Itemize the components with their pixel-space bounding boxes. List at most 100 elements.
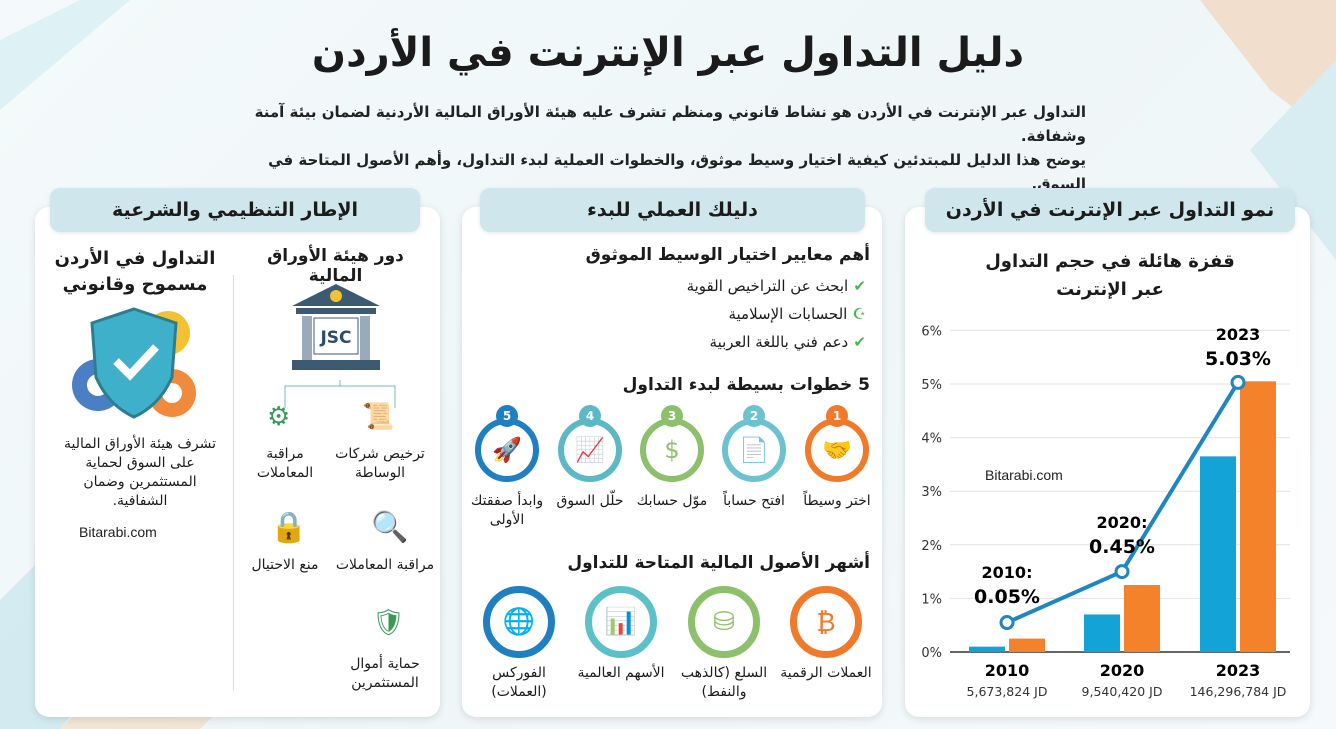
criteria-label: ابحث عن التراخيص القوية <box>686 277 849 295</box>
bar-orange-2020 <box>1124 585 1160 652</box>
padlock-icon: 🔒 <box>270 510 308 545</box>
step-3: $ <box>640 418 704 482</box>
step-4: 📈 <box>558 418 622 482</box>
seal-icon: ⚙ <box>267 402 291 432</box>
x-tick-label: 2023 <box>1216 661 1261 680</box>
legal-text: تشرف هيئة الأوراق المالية على السوق لحما… <box>64 436 216 509</box>
trend-point <box>999 615 1015 631</box>
step-number: 4 <box>579 405 601 427</box>
shield-gears-icon <box>72 307 196 419</box>
practical-guide-header: دليلك العملي للبدء <box>480 188 865 232</box>
step-label: افتح حساباً <box>723 493 785 509</box>
asset-label: السلع (كالذهب والنفط) <box>680 665 768 700</box>
role-fraud-prevention: منع الاحتيال <box>251 557 319 573</box>
jsc-logo: JSC <box>319 328 351 348</box>
criteria-item: ✔ ابحث عن التراخيص القوية <box>606 277 866 305</box>
growth-header: نمو التداول عبر الإنترنت في الأردن <box>925 188 1295 232</box>
step-number: 1 <box>826 405 848 427</box>
role-monitoring: مراقبة المعاملات <box>256 446 314 481</box>
step-label: اختر وسيطاً <box>803 493 871 509</box>
annotation-value: 0.45% <box>1089 536 1155 558</box>
step-number: 3 <box>661 405 683 427</box>
handshake-icon: 🤝 <box>822 436 852 464</box>
document-icon: 📄 <box>739 436 769 464</box>
assets-title: أشهر الأصول المالية المتاحة للتداول <box>567 553 870 573</box>
role-monitoring-2: مراقبة المعاملات <box>335 557 435 573</box>
divider <box>233 275 234 690</box>
regulatory-panel <box>35 207 440 717</box>
oil-gold-icon: ⛁ <box>713 607 735 637</box>
annotation-year: 2023 <box>1216 325 1261 344</box>
step-5: 🚀 <box>475 418 539 482</box>
bar-blue-2020 <box>1084 614 1120 652</box>
step-number: 2 <box>743 405 765 427</box>
y-tick-label: 1% <box>921 592 942 607</box>
trend-point <box>1230 374 1246 390</box>
legal-title: التداول في الأردن مسموح وقانوني <box>54 248 216 295</box>
step-label: وابدأ صفقتك الأولى <box>470 493 544 528</box>
bar-orange-2010 <box>1009 638 1045 652</box>
step-1: 🤝 <box>805 418 869 482</box>
growth-chart: 0% 1% 2% 3% 4% 5% 6% 2010: 0.05% 2020: 0.45% 2023 5.… <box>921 324 1290 699</box>
magnifier-icon: 🔍 <box>371 510 409 545</box>
asset-0: ₿ <box>790 586 862 658</box>
criteria-item: ☪ الحسابات الإسلامية <box>606 305 866 333</box>
bar-blue-2023 <box>1200 456 1236 652</box>
certificate-icon: 📜 <box>362 402 395 432</box>
y-tick-label: 2% <box>921 539 942 554</box>
bar-blue-2010 <box>969 646 1005 652</box>
y-tick-label: 6% <box>921 324 942 339</box>
bar-orange-2023 <box>1240 381 1276 652</box>
intro-text: التداول عبر الإنترنت في الأردن هو نشاط ق… <box>246 100 1086 196</box>
y-tick-label: 4% <box>921 432 942 447</box>
step-number: 5 <box>496 405 518 427</box>
criteria-list: ✔ ابحث عن التراخيص القوية ☪ الحسابات الإ… <box>606 277 866 361</box>
check-icon: ✔ <box>848 333 866 351</box>
role-licensing: ترخيص شركات الوساطة <box>335 446 425 481</box>
annotation-year: 2010: <box>982 563 1033 582</box>
jsc-building-icon: JSC <box>292 284 380 370</box>
y-tick-label: 3% <box>921 485 942 500</box>
asset-2: 📊 <box>585 586 657 658</box>
criteria-label: دعم فني باللغة العربية <box>709 333 849 351</box>
check-icon: ✔ <box>848 277 866 295</box>
y-tick-label: 5% <box>921 378 942 393</box>
rocket-icon: 🚀 <box>492 436 522 464</box>
annotation-year: 2020: <box>1097 513 1148 532</box>
asset-label: الفوركس (العملات) <box>491 665 547 700</box>
asset-label: الأسهم العالمية <box>577 665 665 681</box>
asset-1: ⛁ <box>688 586 760 658</box>
jsc-title: دور هيئة الأوراق المالية <box>267 246 404 286</box>
criteria-item: ✔ دعم فني باللغة العربية <box>606 333 866 361</box>
chart-magnifier-icon: 📈 <box>575 436 605 464</box>
money-bag-icon: $ <box>664 436 680 464</box>
intro-line-1: التداول عبر الإنترنت في الأردن هو نشاط ق… <box>254 103 1086 145</box>
crypto-icon: ₿ <box>816 607 836 638</box>
y-tick-label: 0% <box>921 646 942 661</box>
x-tick-label: 2020 <box>1100 661 1145 680</box>
page-title: دليل التداول عبر الإنترنت في الأردن <box>311 30 1025 76</box>
criteria-label: الحسابات الإسلامية <box>728 305 848 323</box>
step-label: حلّل السوق <box>556 493 624 509</box>
asset-label: العملات الرقمية <box>780 665 872 681</box>
hand-shield-icon: 🛡 <box>372 608 406 638</box>
criteria-title: أهم معايير اختيار الوسيط الموثوق <box>585 245 870 265</box>
watermark-chart: Bitarabi.com <box>985 467 1063 483</box>
x-sublabel: 5,673,824 JD <box>967 684 1048 699</box>
annotation-value: 5.03% <box>1205 348 1271 370</box>
watermark: Bitarabi.com <box>79 524 157 540</box>
x-sublabel: 146,296,784 JD <box>1190 684 1287 699</box>
stocks-icon: 📊 <box>604 607 638 637</box>
x-sublabel: 9,540,420 JD <box>1082 684 1163 699</box>
trend-point <box>1114 564 1130 580</box>
step-label: موّل حسابك <box>636 493 708 509</box>
steps-title: 5 خطوات بسيطة لبدء التداول <box>622 375 870 395</box>
role-investor-protection: حماية أموال المستثمرين <box>350 656 420 691</box>
annotation-value: 0.05% <box>974 586 1040 608</box>
tree-connector <box>284 380 396 408</box>
crescent-icon: ☪ <box>847 305 866 323</box>
x-tick-label: 2010 <box>985 661 1030 680</box>
regulatory-header: الإطار التنظيمي والشرعية <box>50 188 420 232</box>
asset-3: 🌐 <box>483 586 555 658</box>
forex-icon: 🌐 <box>502 607 536 637</box>
